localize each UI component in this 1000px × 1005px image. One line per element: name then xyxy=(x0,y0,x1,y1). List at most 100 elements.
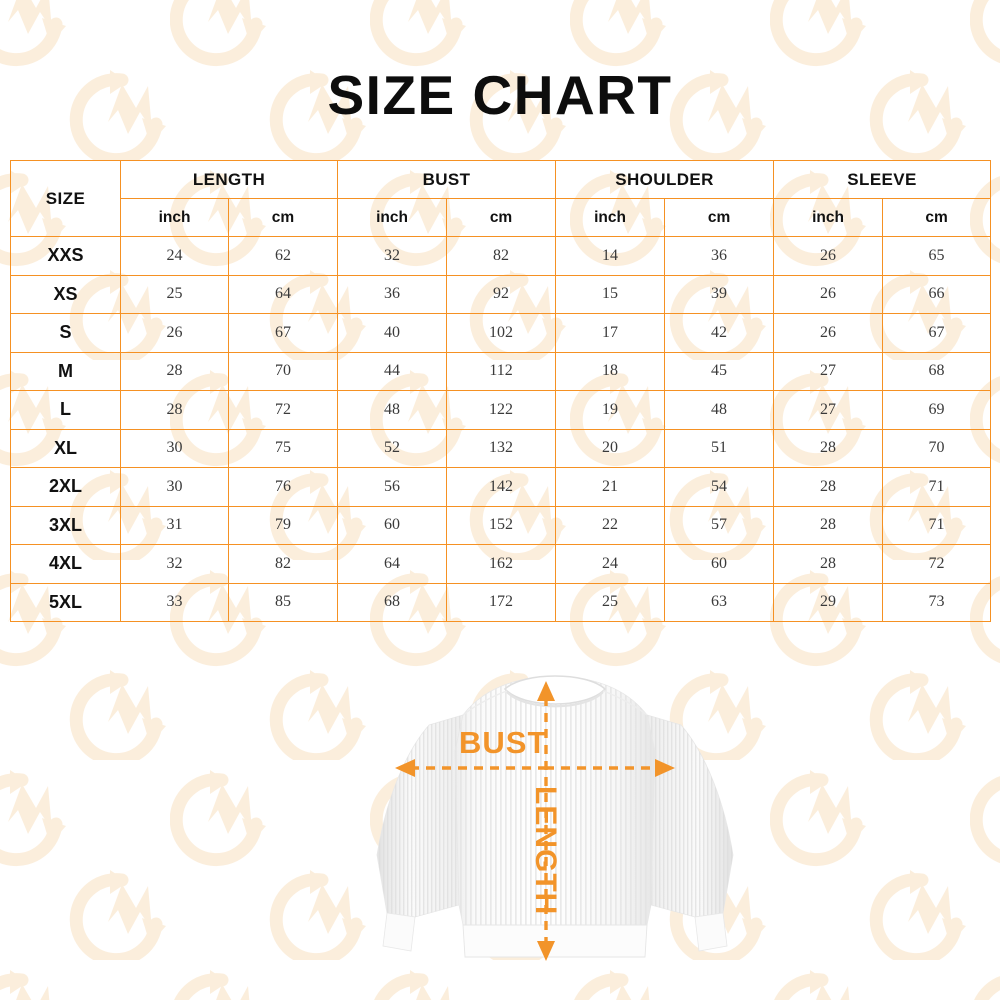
cell-value: 65 xyxy=(882,236,992,276)
header-group-sleeve: SLEEVE xyxy=(773,160,992,199)
header-group-shoulder: SHOULDER xyxy=(555,160,775,199)
header-unit-bust-inch: inch xyxy=(337,198,448,237)
cell-value: 39 xyxy=(664,274,775,314)
cell-value: 26 xyxy=(773,313,884,353)
cell-value: 172 xyxy=(446,582,557,622)
cell-value: 36 xyxy=(664,236,775,276)
cell-value: 48 xyxy=(337,390,448,430)
cell-value: 32 xyxy=(337,236,448,276)
cell-value: 28 xyxy=(120,351,229,391)
cell-value: 67 xyxy=(227,313,339,353)
cell-value: 162 xyxy=(446,544,557,584)
cell-value: 24 xyxy=(555,544,666,584)
table-row: 5XL 33 85 68 172 25 63 29 73 xyxy=(10,582,992,622)
cell-value: 62 xyxy=(227,236,339,276)
table-row: 4XL 32 82 64 162 24 60 28 72 xyxy=(10,544,992,584)
table-row: 3XL 31 79 60 152 22 57 28 71 xyxy=(10,505,992,545)
table-row: XL 30 75 52 132 20 51 28 70 xyxy=(10,428,992,468)
cell-value: 28 xyxy=(773,428,884,468)
header-size: SIZE xyxy=(10,160,121,237)
cell-value: 48 xyxy=(664,390,775,430)
cell-size: 5XL xyxy=(10,582,121,622)
cell-value: 85 xyxy=(227,582,339,622)
cell-value: 26 xyxy=(773,236,884,276)
cell-value: 76 xyxy=(227,467,339,507)
cell-size: XL xyxy=(10,428,121,468)
table-header-unit-row: inch cm inch cm inch cm inch cm xyxy=(11,198,992,237)
header-unit-bust-cm: cm xyxy=(446,198,557,237)
cell-value: 152 xyxy=(446,505,557,545)
cell-value: 28 xyxy=(773,544,884,584)
table-row: M 28 70 44 112 18 45 27 68 xyxy=(10,351,992,391)
size-chart-table-container: SIZE LENGTH BUST SHOULDER SLEEVE inch cm… xyxy=(10,160,992,622)
cell-value: 67 xyxy=(882,313,992,353)
size-chart-table-body: XXS 24 62 32 82 14 36 26 65 XS 25 64 36 92 15 39 26 66 S 26… xyxy=(10,236,992,622)
cell-value: 32 xyxy=(120,544,229,584)
cell-value: 57 xyxy=(664,505,775,545)
cell-value: 42 xyxy=(664,313,775,353)
cell-value: 14 xyxy=(555,236,666,276)
cell-value: 64 xyxy=(337,544,448,584)
cell-value: 82 xyxy=(446,236,557,276)
cell-value: 25 xyxy=(555,582,666,622)
cell-value: 69 xyxy=(882,390,992,430)
cell-value: 70 xyxy=(882,428,992,468)
table-row: S 26 67 40 102 17 42 26 67 xyxy=(10,313,992,353)
cell-size: XS xyxy=(10,274,121,314)
cell-value: 75 xyxy=(227,428,339,468)
cell-value: 71 xyxy=(882,505,992,545)
cell-value: 44 xyxy=(337,351,448,391)
header-size-label: SIZE xyxy=(45,189,86,208)
cell-value: 54 xyxy=(664,467,775,507)
header-unit-shoulder-cm: cm xyxy=(664,198,775,237)
cell-value: 112 xyxy=(446,351,557,391)
cell-value: 18 xyxy=(555,351,666,391)
header-unit-length-cm: cm xyxy=(227,198,339,237)
cell-size: L xyxy=(10,390,121,430)
cell-value: 15 xyxy=(555,274,666,314)
cell-value: 60 xyxy=(337,505,448,545)
cell-value: 26 xyxy=(773,274,884,314)
cell-value: 132 xyxy=(446,428,557,468)
cell-value: 51 xyxy=(664,428,775,468)
table-row: XXS 24 62 32 82 14 36 26 65 xyxy=(10,236,992,276)
table-header-group-row: SIZE LENGTH BUST SHOULDER SLEEVE xyxy=(10,160,992,237)
header-unit-length-inch: inch xyxy=(120,198,229,237)
cell-value: 79 xyxy=(227,505,339,545)
cell-value: 27 xyxy=(773,351,884,391)
cell-value: 17 xyxy=(555,313,666,353)
cell-size: M xyxy=(10,351,121,391)
cell-value: 27 xyxy=(773,390,884,430)
cell-value: 72 xyxy=(227,390,339,430)
cell-value: 45 xyxy=(664,351,775,391)
cell-value: 25 xyxy=(120,274,229,314)
table-row: XS 25 64 36 92 15 39 26 66 xyxy=(10,274,992,314)
cell-value: 24 xyxy=(120,236,229,276)
cell-size: XXS xyxy=(10,236,121,276)
cell-value: 122 xyxy=(446,390,557,430)
cell-value: 102 xyxy=(446,313,557,353)
cell-value: 20 xyxy=(555,428,666,468)
cell-value: 68 xyxy=(882,351,992,391)
header-unit-shoulder-inch: inch xyxy=(555,198,666,237)
cell-value: 28 xyxy=(120,390,229,430)
cell-size: 4XL xyxy=(10,544,121,584)
header-group-bust: BUST xyxy=(337,160,557,199)
cell-value: 71 xyxy=(882,467,992,507)
cell-value: 26 xyxy=(120,313,229,353)
cell-size: 2XL xyxy=(10,467,121,507)
garment-illustration: BUST LENGTH xyxy=(355,655,755,1000)
cell-value: 142 xyxy=(446,467,557,507)
cell-size: S xyxy=(10,313,121,353)
header-unit-sleeve-cm: cm xyxy=(882,198,992,237)
cell-value: 73 xyxy=(882,582,992,622)
cell-value: 68 xyxy=(337,582,448,622)
cell-value: 33 xyxy=(120,582,229,622)
header-unit-sleeve-inch: inch xyxy=(773,198,884,237)
length-label: LENGTH xyxy=(529,786,562,915)
cell-value: 28 xyxy=(773,505,884,545)
cell-value: 36 xyxy=(337,274,448,314)
bust-label: BUST xyxy=(459,725,547,760)
cell-value: 63 xyxy=(664,582,775,622)
cell-value: 52 xyxy=(337,428,448,468)
